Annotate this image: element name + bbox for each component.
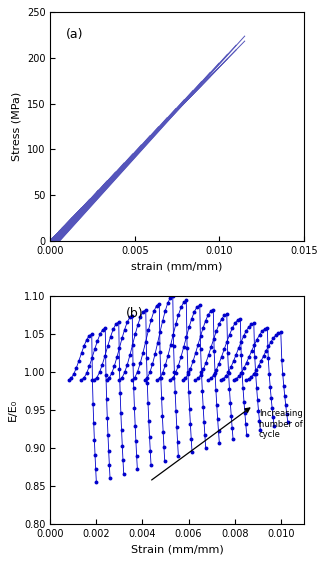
Y-axis label: E/E₀: E/E₀ [8,399,18,421]
Y-axis label: Stress (MPa): Stress (MPa) [11,92,21,161]
X-axis label: Strain (mm/mm): Strain (mm/mm) [131,544,223,555]
Text: (a): (a) [66,28,83,41]
X-axis label: strain (mm/mm): strain (mm/mm) [131,261,223,271]
Text: (b): (b) [126,307,144,320]
Text: Increasing
number of
cycle: Increasing number of cycle [259,409,303,439]
